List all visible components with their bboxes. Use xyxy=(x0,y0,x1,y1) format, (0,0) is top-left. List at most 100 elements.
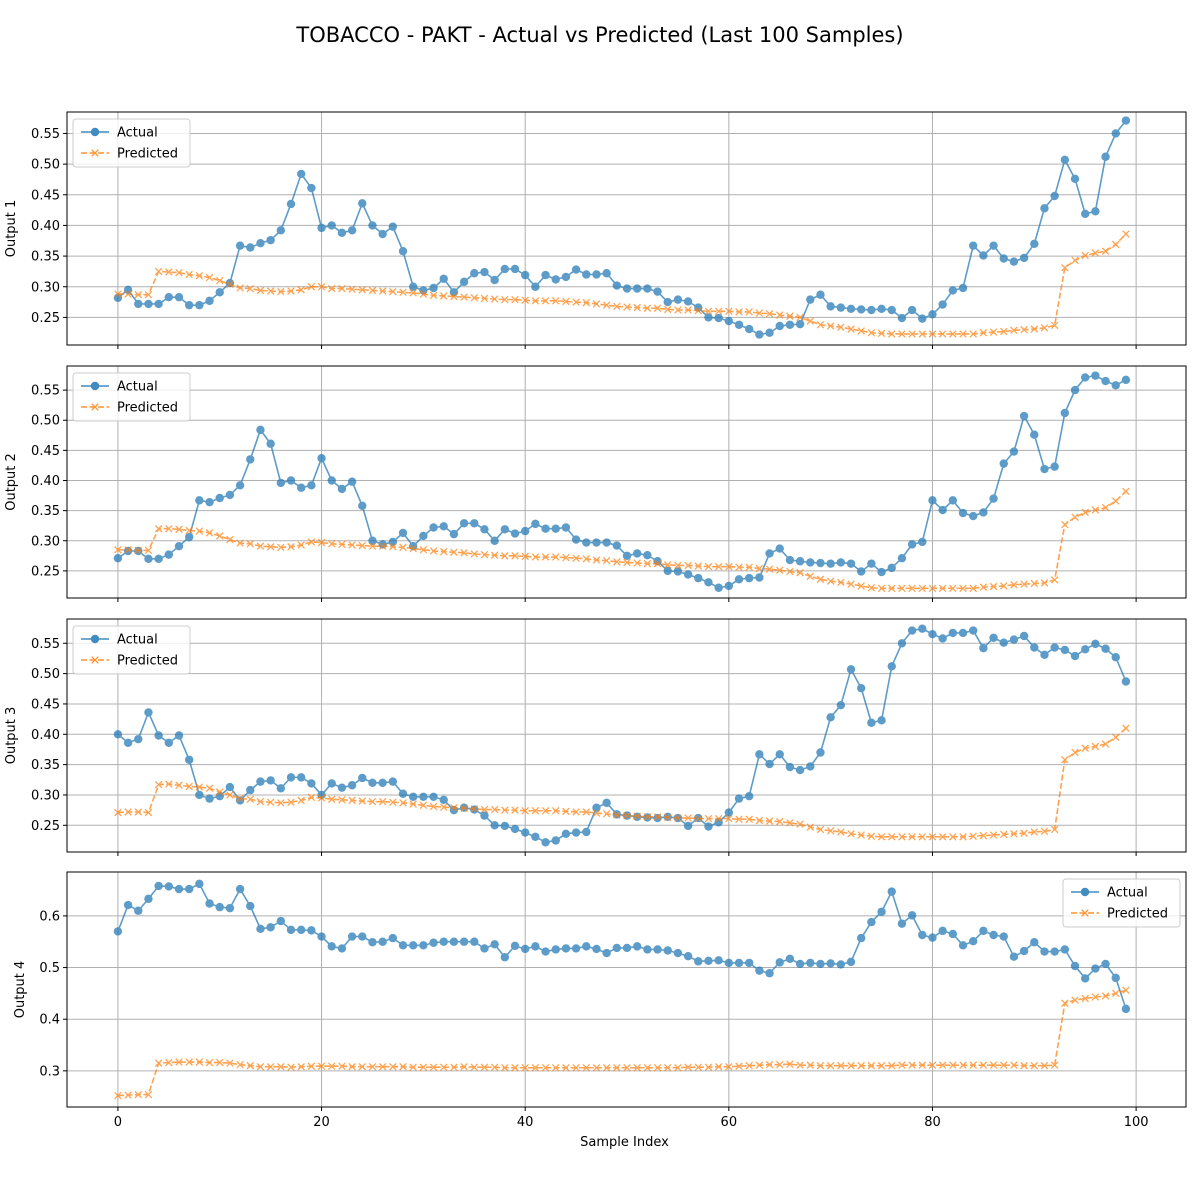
data-point xyxy=(999,459,1008,468)
data-point xyxy=(184,755,194,764)
data-point xyxy=(225,782,235,792)
data-point xyxy=(317,538,326,547)
data-point xyxy=(521,296,529,304)
data-point xyxy=(215,532,224,540)
data-point xyxy=(1111,733,1120,742)
data-point xyxy=(144,299,153,309)
data-point xyxy=(246,1061,255,1070)
data-point xyxy=(297,286,305,294)
data-point xyxy=(907,305,917,315)
data-point xyxy=(165,780,173,788)
data-point xyxy=(949,1061,957,1069)
data-point xyxy=(439,803,448,811)
data-point xyxy=(226,1059,234,1067)
data-point xyxy=(918,314,927,323)
data-point xyxy=(358,797,367,805)
data-point xyxy=(164,882,174,891)
legend-marker xyxy=(1081,909,1089,917)
data-point xyxy=(653,304,662,312)
data-point xyxy=(205,273,214,282)
data-point xyxy=(765,817,774,825)
data-point xyxy=(979,583,988,591)
data-point xyxy=(673,295,683,304)
x-axis-label: Sample Index xyxy=(580,1135,669,1150)
data-point xyxy=(663,946,672,955)
data-point xyxy=(429,523,438,532)
data-point xyxy=(1091,639,1100,649)
data-point xyxy=(439,292,448,300)
data-point xyxy=(327,221,336,230)
y-tick-label: 0.40 xyxy=(31,728,60,743)
data-point xyxy=(195,790,204,800)
data-point xyxy=(846,559,856,568)
data-point xyxy=(358,932,367,941)
data-point xyxy=(744,573,754,583)
data-point xyxy=(296,773,306,782)
data-point xyxy=(704,307,713,316)
y-tick-label: 0.25 xyxy=(31,311,60,326)
data-point xyxy=(897,554,907,563)
data-point xyxy=(775,311,784,319)
data-point xyxy=(154,299,163,309)
data-point xyxy=(989,582,998,591)
data-point xyxy=(501,552,509,560)
data-point xyxy=(174,731,184,740)
data-point xyxy=(1070,961,1080,971)
legend-label: Actual xyxy=(117,380,158,395)
data-point xyxy=(551,1063,560,1072)
data-point xyxy=(195,879,204,889)
data-point xyxy=(134,906,143,915)
data-point xyxy=(459,937,469,946)
data-point xyxy=(327,540,336,548)
data-point xyxy=(134,546,143,555)
data-point xyxy=(795,557,805,566)
data-point xyxy=(124,546,132,554)
data-point xyxy=(694,306,703,315)
x-tick-label: 0 xyxy=(114,1115,122,1130)
data-point xyxy=(338,1062,346,1070)
data-point xyxy=(989,633,998,643)
data-point xyxy=(1091,207,1100,216)
legend-box xyxy=(72,118,191,168)
data-point xyxy=(1101,740,1110,748)
data-point xyxy=(358,541,367,550)
data-point xyxy=(887,887,896,896)
data-point xyxy=(1019,946,1029,956)
data-point xyxy=(439,522,448,531)
data-point xyxy=(612,943,622,953)
data-point xyxy=(745,1061,753,1070)
legend-marker xyxy=(90,381,100,391)
data-point xyxy=(572,298,580,306)
data-point xyxy=(490,1063,499,1071)
data-point xyxy=(174,884,184,894)
data-point xyxy=(1101,644,1110,653)
data-point xyxy=(602,538,611,547)
data-point xyxy=(562,807,570,816)
data-point xyxy=(439,795,448,805)
data-point xyxy=(571,265,581,274)
data-point xyxy=(1050,1061,1059,1069)
data-point xyxy=(1040,324,1049,332)
data-point xyxy=(592,538,601,547)
y-tick-label: 0.5 xyxy=(39,961,60,976)
data-point xyxy=(327,476,336,485)
data-point xyxy=(918,930,927,940)
data-point xyxy=(236,539,244,547)
data-point xyxy=(551,945,560,954)
data-point xyxy=(663,1063,672,1072)
data-point xyxy=(734,794,744,803)
data-point xyxy=(755,564,764,573)
data-point xyxy=(857,582,865,590)
data-point xyxy=(1019,631,1029,641)
data-point xyxy=(134,1090,143,1099)
data-point xyxy=(429,283,438,293)
data-point xyxy=(877,833,886,841)
data-point xyxy=(510,264,520,274)
data-point xyxy=(1010,580,1018,589)
data-point xyxy=(1009,952,1019,961)
data-point xyxy=(1009,257,1019,266)
data-point xyxy=(378,542,387,550)
data-point xyxy=(744,958,754,968)
data-point xyxy=(531,1063,540,1072)
data-point xyxy=(296,483,306,492)
